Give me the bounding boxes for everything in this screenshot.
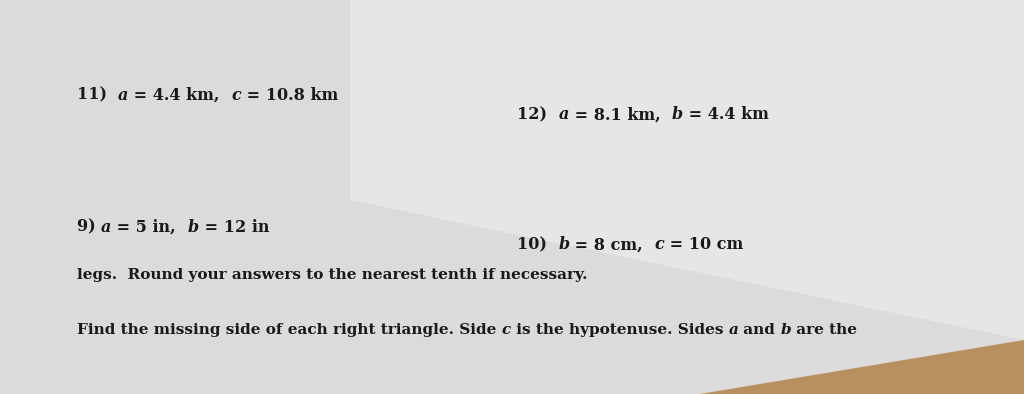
Text: 10): 10) [517,236,558,253]
Text: c: c [502,323,511,337]
Text: Find the missing side of each right triangle. Side: Find the missing side of each right tria… [77,323,502,337]
Text: c: c [654,236,665,253]
Text: b: b [672,106,683,123]
Text: = 12 in: = 12 in [199,219,269,236]
Text: = 4.4 km: = 4.4 km [683,106,769,123]
Text: is the hypotenuse. Sides: is the hypotenuse. Sides [511,323,728,337]
Text: b: b [780,323,792,337]
Text: b: b [187,219,199,236]
Text: = 4.4 km,: = 4.4 km, [128,87,231,104]
Text: b: b [558,236,569,253]
Text: = 5 in,: = 5 in, [112,219,187,236]
Text: = 10 cm: = 10 cm [665,236,743,253]
Polygon shape [350,0,1024,340]
Text: = 10.8 km: = 10.8 km [241,87,338,104]
Text: c: c [231,87,241,104]
Text: = 8.1 km,: = 8.1 km, [568,106,672,123]
Text: legs.  Round your answers to the nearest tenth if necessary.: legs. Round your answers to the nearest … [77,268,588,282]
Text: are the: are the [792,323,857,337]
Text: a: a [728,323,738,337]
Text: a: a [101,219,112,236]
Text: a: a [558,106,568,123]
Text: 11): 11) [77,87,118,104]
Text: 9): 9) [77,219,101,236]
Text: = 8 cm,: = 8 cm, [569,236,654,253]
Text: a: a [118,87,128,104]
Text: 12): 12) [517,106,558,123]
Text: and: and [738,323,780,337]
